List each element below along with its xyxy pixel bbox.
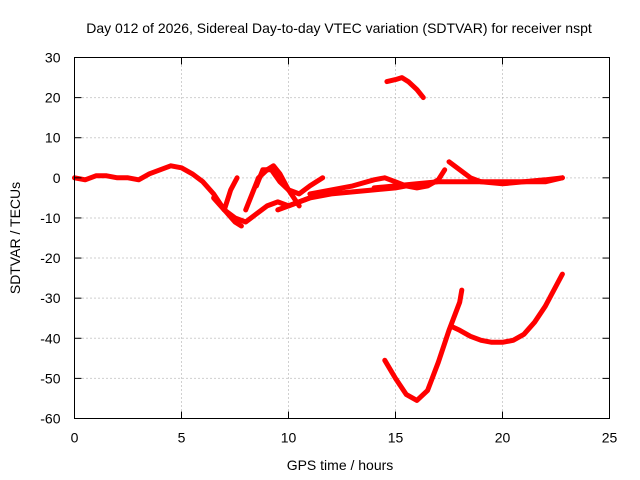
x-tick-label: 25 <box>602 430 618 446</box>
y-tick-label: -20 <box>40 250 60 266</box>
series-line-arc-5 <box>243 163 302 213</box>
chart-title: Day 012 of 2026, Sidereal Day-to-day VTE… <box>86 20 592 36</box>
y-tick-label: -60 <box>40 411 60 427</box>
y-tick-label: -10 <box>40 210 60 226</box>
series-line-arc-9 <box>403 167 448 191</box>
series-line-arc-13 <box>448 271 565 345</box>
series-line-arc-12 <box>382 287 465 403</box>
x-axis-label: GPS time / hours <box>287 457 394 473</box>
y-tick-label: -40 <box>40 330 60 346</box>
series-line-arc-11 <box>384 75 426 101</box>
grid-lines <box>74 57 610 419</box>
y-tick-label: 20 <box>45 90 61 106</box>
y-tick-label: -30 <box>40 290 60 306</box>
series-line-arc-3 <box>221 175 240 213</box>
series-line-arc-10 <box>446 159 565 187</box>
plot-frame <box>74 57 610 419</box>
x-tick-label: 0 <box>71 430 79 446</box>
y-axis-label: SDTVAR / TECUs <box>7 182 23 294</box>
y-tick-label: -50 <box>40 370 60 386</box>
series-layer <box>72 75 565 403</box>
x-tick-label: 10 <box>281 430 297 446</box>
x-tick-label: 20 <box>495 430 511 446</box>
y-tick-label: 30 <box>45 50 61 66</box>
x-tick-label: 15 <box>388 430 404 446</box>
x-tick-label: 5 <box>178 430 186 446</box>
axis-ticks: 0 5 10 15 20 25 -60 -50 -40 -30 -20 -10 0 10 20 30 <box>40 50 617 446</box>
y-tick-label: 10 <box>45 130 61 146</box>
y-tick-label: 0 <box>53 170 61 186</box>
series-line-arc-1 <box>72 163 244 229</box>
